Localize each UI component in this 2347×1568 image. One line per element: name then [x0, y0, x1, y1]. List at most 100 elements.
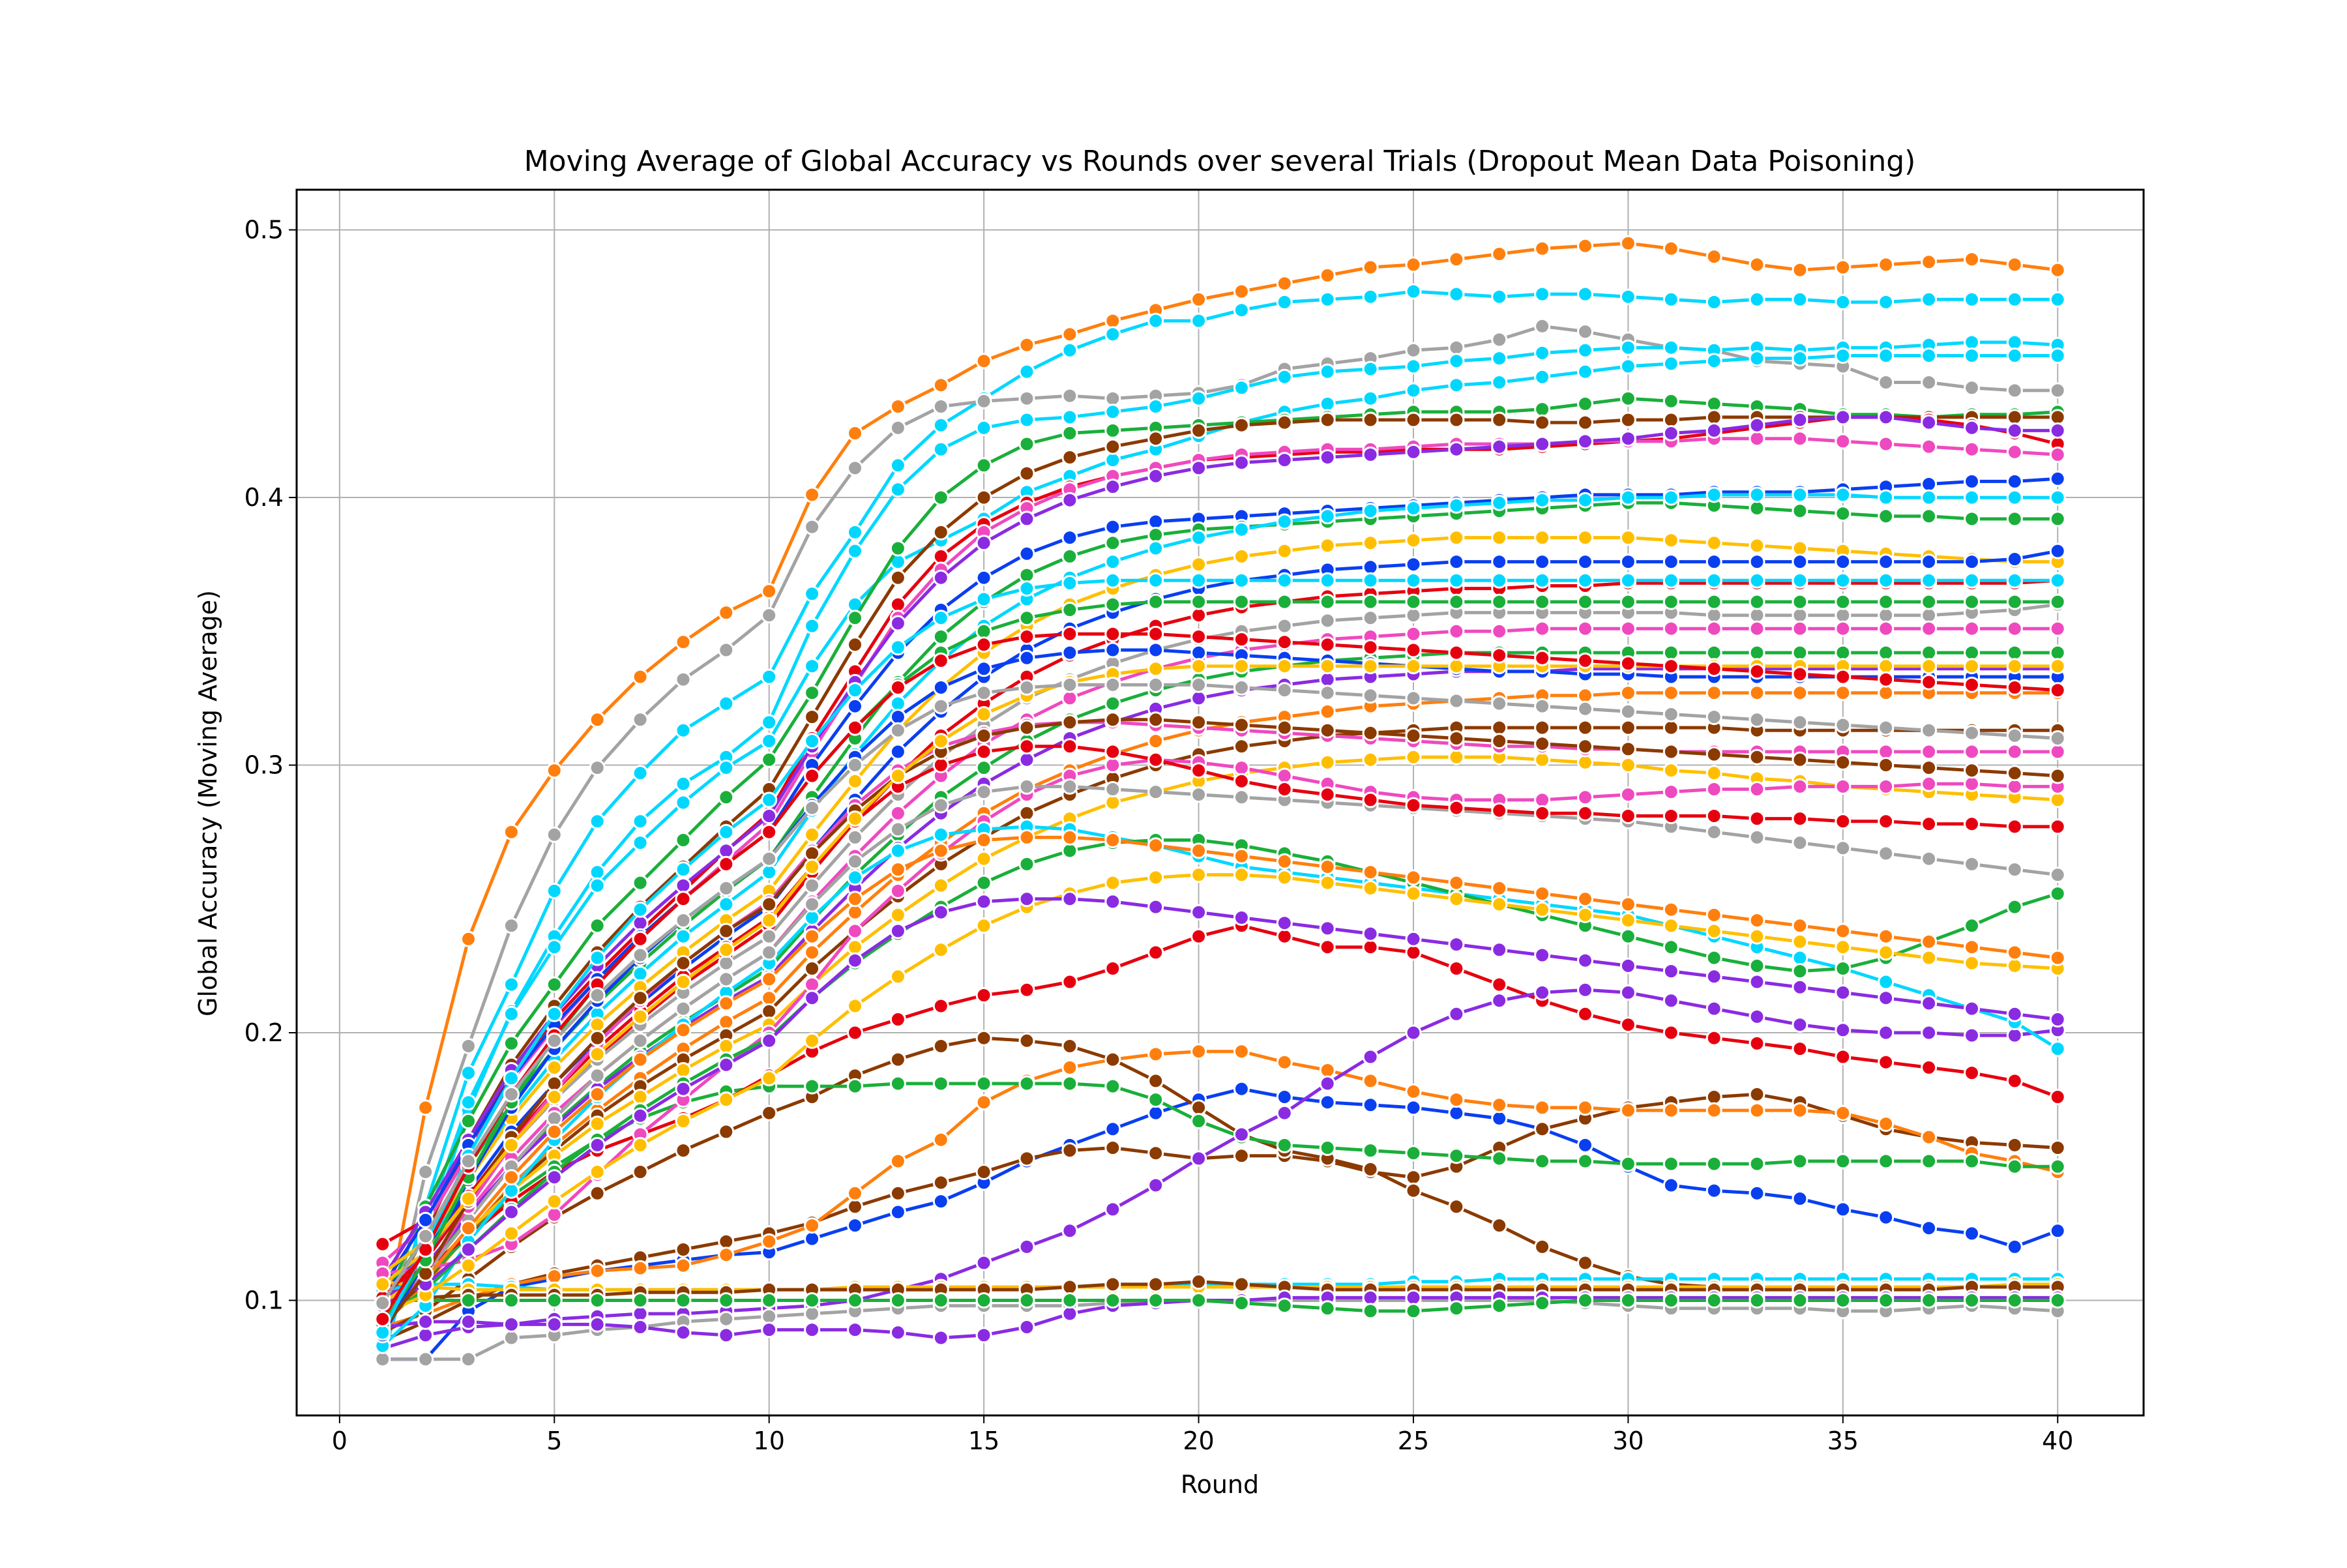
data-point	[1577, 1005, 1593, 1022]
data-point	[1577, 719, 1593, 736]
data-point	[2049, 885, 2066, 902]
data-point	[1792, 963, 1808, 980]
data-point	[546, 1316, 563, 1333]
data-point	[1491, 288, 1508, 305]
data-point	[1018, 829, 1035, 846]
series-line	[381, 784, 2058, 1312]
data-point	[2049, 593, 2066, 610]
data-point	[1319, 1075, 1336, 1092]
data-point	[1190, 312, 1207, 329]
data-point	[1147, 837, 1164, 854]
data-point	[2006, 510, 2023, 527]
data-point	[1577, 1254, 1593, 1271]
data-point	[589, 877, 606, 894]
data-point	[1878, 1209, 1895, 1226]
series-line	[381, 745, 2058, 1299]
data-point	[1362, 535, 1379, 552]
data-point	[975, 489, 992, 506]
data-point	[847, 829, 863, 846]
data-point	[1792, 607, 1808, 624]
data-point	[1448, 497, 1465, 514]
data-point	[589, 949, 606, 966]
data-point	[1921, 1059, 1938, 1076]
data-point	[1749, 417, 1765, 434]
data-point	[1534, 719, 1551, 736]
data-point	[632, 1032, 649, 1049]
data-point	[804, 1217, 821, 1234]
data-point	[1104, 743, 1121, 760]
data-point	[1835, 984, 1852, 1001]
data-point	[1921, 489, 1938, 506]
data-point	[417, 1313, 434, 1330]
data-point	[1964, 917, 1980, 934]
data-point	[1362, 1048, 1379, 1065]
series-line	[382, 1050, 2058, 1329]
series-line	[381, 501, 2058, 1301]
data-point	[761, 791, 778, 808]
data-point	[718, 1014, 735, 1031]
data-point	[460, 1191, 477, 1207]
series-line	[382, 1280, 2058, 1305]
data-point	[1362, 572, 1379, 589]
data-point	[589, 1316, 606, 1333]
data-point	[1792, 666, 1808, 683]
data-point	[1448, 441, 1465, 458]
data-point	[975, 569, 992, 586]
data-point	[503, 1070, 520, 1087]
data-point	[1147, 593, 1164, 610]
data-point	[975, 636, 992, 653]
data-point	[804, 990, 821, 1007]
data-point	[374, 1235, 391, 1252]
data-point	[718, 1091, 735, 1108]
data-point	[1362, 1289, 1379, 1306]
data-point	[1792, 350, 1808, 367]
data-point	[1619, 685, 1636, 702]
x-tick-label: 20	[1183, 1427, 1214, 1455]
data-point	[718, 954, 735, 971]
data-point	[1662, 743, 1679, 760]
data-point	[1964, 1000, 1980, 1017]
data-point	[2049, 767, 2066, 784]
data-point	[1964, 1027, 1980, 1044]
data-point	[1018, 679, 1035, 696]
data-point	[1362, 503, 1379, 520]
data-point	[1619, 896, 1636, 913]
data-point	[1362, 1097, 1379, 1114]
data-point	[1662, 620, 1679, 637]
data-point	[1662, 392, 1679, 409]
data-point	[1662, 901, 1679, 918]
data-point	[889, 1204, 906, 1220]
data-point	[847, 1217, 863, 1234]
data-point	[1662, 291, 1679, 308]
data-point	[1835, 554, 1852, 570]
data-point	[761, 1104, 778, 1121]
data-point	[1878, 671, 1895, 688]
data-point	[1018, 363, 1035, 380]
data-point	[1835, 593, 1852, 610]
data-point	[2049, 470, 2066, 487]
series-13	[374, 486, 2066, 1330]
data-point	[1147, 1177, 1164, 1194]
data-point	[589, 1136, 606, 1153]
data-point	[1104, 1051, 1121, 1068]
data-point	[1964, 743, 1980, 760]
data-point	[1233, 521, 1250, 538]
data-point	[1104, 757, 1121, 773]
data-point	[1705, 746, 1722, 763]
data-point	[1147, 676, 1164, 693]
data-point	[847, 904, 863, 921]
data-point	[675, 928, 692, 945]
series-line	[381, 718, 2058, 1331]
data-point	[1749, 711, 1765, 728]
data-point	[1276, 368, 1293, 385]
data-point	[1878, 990, 1895, 1007]
data-point	[932, 610, 949, 627]
data-point	[2049, 949, 2066, 966]
data-point	[1619, 719, 1636, 736]
data-point	[1491, 1297, 1508, 1314]
data-point	[1921, 760, 1938, 777]
data-point	[1104, 390, 1121, 407]
series-line	[381, 340, 2058, 1342]
x-axis-label: Round	[1181, 1470, 1259, 1499]
data-point	[1921, 658, 1938, 675]
